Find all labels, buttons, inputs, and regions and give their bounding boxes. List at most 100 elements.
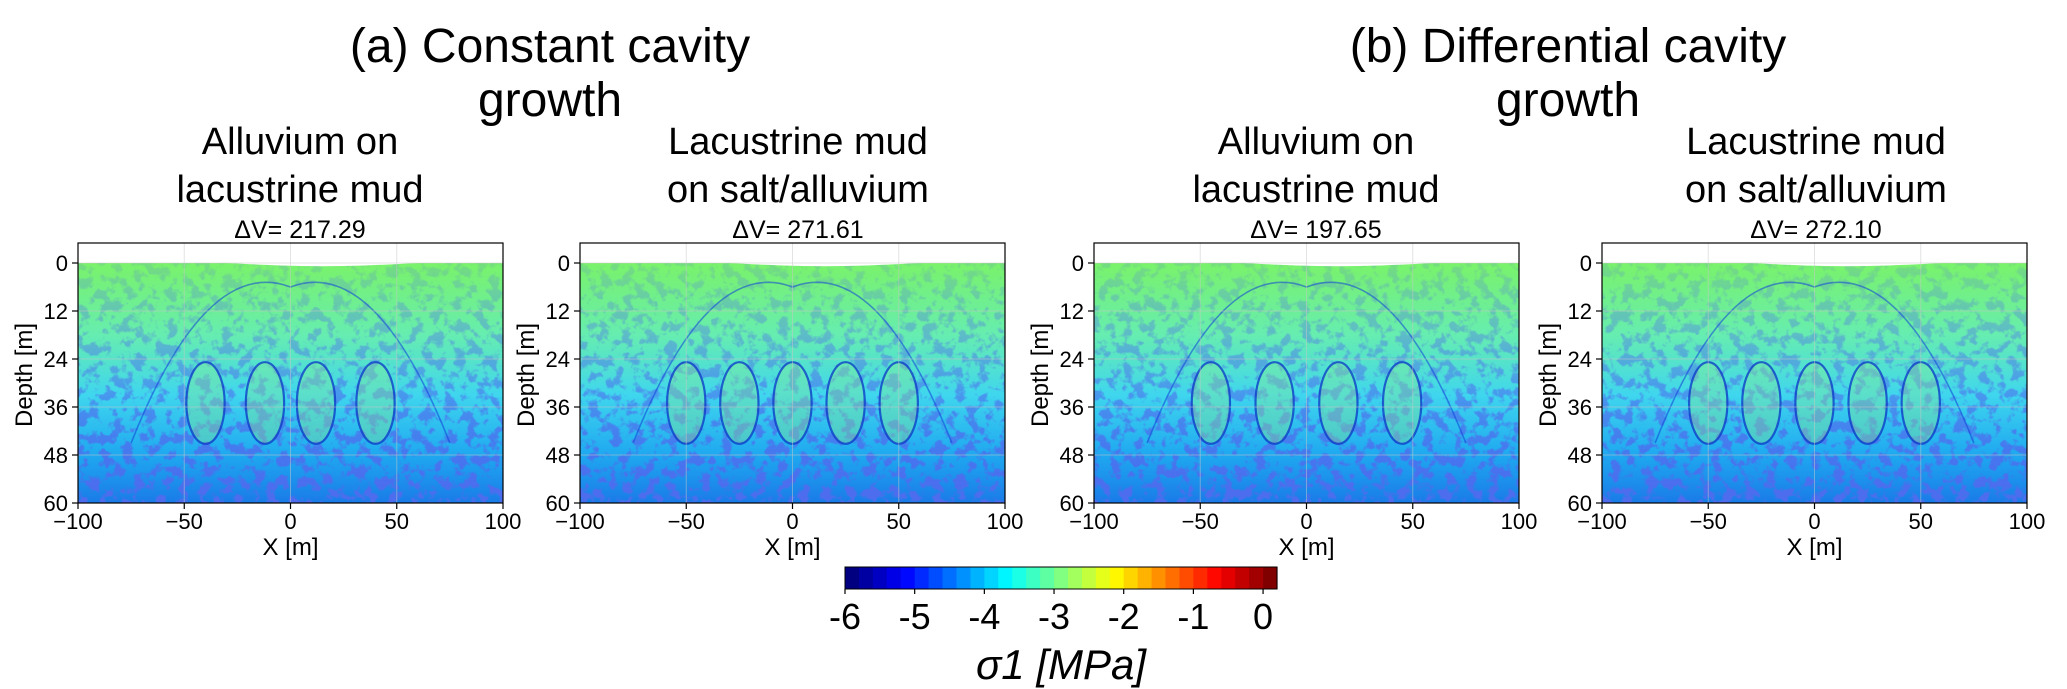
panel-2-xtick-label: 50 xyxy=(887,509,911,534)
colorbar-frame xyxy=(844,566,1278,590)
panel-1-xlabel: X [m] xyxy=(262,534,318,561)
panel-3-dv: ΔV= 197.65 xyxy=(1250,216,1382,244)
panel-4-title: Lacustrine mud on salt/alluvium xyxy=(1685,121,1947,211)
colorbar-tick-label: -1 xyxy=(1177,596,1209,637)
panel-2-ytick-label: 60 xyxy=(546,491,570,516)
panel-4-ytick-label: 24 xyxy=(1568,347,1592,372)
panel-2-ylabel: Depth [m] xyxy=(513,323,540,427)
panel-3-ylabel: Depth [m] xyxy=(1027,323,1054,427)
colorbar-band xyxy=(845,567,860,589)
panel-1-ytick-label: 36 xyxy=(44,395,68,420)
colorbar-band xyxy=(1109,567,1125,589)
panel-1-cavity-4 xyxy=(355,361,396,445)
panel-2-ytick-label: 12 xyxy=(546,299,570,324)
colorbar-tick-label: -4 xyxy=(968,596,1000,637)
colorbar-tick-label: -2 xyxy=(1108,596,1140,637)
panel-1-ytick-label: 48 xyxy=(44,443,68,468)
colorbar-band xyxy=(1151,567,1167,589)
panel-1-xtick-label: 100 xyxy=(485,509,522,534)
group-title-b: (b) Differential cavity growth xyxy=(1349,20,1787,127)
panel-3-cavity-3 xyxy=(1318,361,1359,445)
panel-3-xtick-label: −50 xyxy=(1182,509,1219,534)
colorbar-band xyxy=(1026,567,1041,589)
panel-3-ytick-label: 12 xyxy=(1060,299,1084,324)
panel-2-dv: ΔV= 271.61 xyxy=(732,216,864,244)
panel-1-cavity-3 xyxy=(295,361,337,445)
colorbar-band xyxy=(998,567,1013,589)
panel-2-xtick-label: 0 xyxy=(786,509,798,534)
colorbar-label: σ1 [MPa] xyxy=(976,641,1147,688)
panel-2-ytick-label: 48 xyxy=(546,443,570,468)
panel-1-ytick-label: 12 xyxy=(44,299,68,324)
panel-4-ytick-label: 12 xyxy=(1568,299,1592,324)
panel-3-xtick-label: −100 xyxy=(1069,509,1119,534)
panel-3-ytick-label: 24 xyxy=(1060,347,1084,372)
panel-2-xlabel: X [m] xyxy=(764,534,820,561)
panel-4-xtick-label: 50 xyxy=(1909,509,1933,534)
colorbar-band xyxy=(970,567,985,589)
panel-4-xlabel: X [m] xyxy=(1786,534,1842,561)
colorbar-band xyxy=(1081,567,1097,589)
panel-4-ytick-label: 36 xyxy=(1568,395,1592,420)
panel-3-xtick-label: 0 xyxy=(1300,509,1312,534)
colorbar-band xyxy=(872,567,888,589)
panel-3-title: Alluvium on lacustrine mud xyxy=(1192,121,1440,211)
panel-1-ytick-label: 24 xyxy=(44,347,68,372)
panel-3-ytick-label: 48 xyxy=(1060,443,1084,468)
panel-4-xtick-label: 100 xyxy=(2009,509,2046,534)
colorbar-band xyxy=(1123,567,1139,589)
panel-1: −100 −50 0 50 100 0 12 24 36 48 60 X [m] Depth [m] xyxy=(11,242,522,561)
panel-1-ytick-label: 60 xyxy=(44,491,68,516)
panel-3-xtick-label: 100 xyxy=(1501,509,1538,534)
colorbar-band xyxy=(1095,567,1111,589)
panel-3-cavity-4 xyxy=(1381,361,1423,445)
colorbar-tick-label: -3 xyxy=(1038,596,1070,637)
colorbar-band xyxy=(1249,567,1264,589)
panel-2-stress-field xyxy=(580,263,1005,503)
panel-4-xtick-label: −100 xyxy=(1577,509,1627,534)
colorbar-band xyxy=(886,567,902,589)
panel-4-ytick-label: 60 xyxy=(1568,491,1592,516)
panel-2-cavity-2 xyxy=(719,361,760,445)
colorbar-band xyxy=(1193,567,1208,589)
panel-2-xtick-label: 100 xyxy=(987,509,1024,534)
colorbar-band xyxy=(1012,567,1027,589)
panel-3-xlabel: X [m] xyxy=(1278,534,1334,561)
group-title-a: (a) Constant cavity growth xyxy=(349,20,751,127)
panel-4-cavity-4 xyxy=(1847,361,1888,445)
colorbar-band xyxy=(1040,567,1055,589)
colorbar-band xyxy=(914,567,930,589)
panel-2-xtick-label: −100 xyxy=(555,509,605,534)
panel-1-title: Alluvium on lacustrine mud xyxy=(176,121,424,211)
panel-4-xtick-label: 0 xyxy=(1808,509,1820,534)
panel-2: −100 −50 0 50 100 0 12 24 36 48 60 X [m] Depth [m] xyxy=(513,242,1024,561)
panel-2-cavity-4 xyxy=(825,361,866,445)
colorbar-tick-label: -5 xyxy=(899,596,931,637)
panel-1-dv: ΔV= 217.29 xyxy=(234,216,366,244)
panel-1-xtick-label: −50 xyxy=(166,509,203,534)
panel-2-ytick-label: 0 xyxy=(558,251,570,276)
colorbar-band xyxy=(928,567,944,589)
panel-2-xtick-label: −50 xyxy=(668,509,705,534)
panel-1-cavity-1 xyxy=(185,361,226,445)
panel-3-ytick-label: 36 xyxy=(1060,395,1084,420)
panel-4-ylabel: Depth [m] xyxy=(1535,323,1562,427)
colorbar-band xyxy=(1207,567,1222,589)
colorbar-band xyxy=(1165,567,1181,589)
colorbar-band xyxy=(1263,567,1278,589)
colorbar-band xyxy=(1221,567,1236,589)
panel-2-title: Lacustrine mud on salt/alluvium xyxy=(667,121,929,211)
panel-3-cavity-2 xyxy=(1254,361,1295,445)
colorbar-band xyxy=(1235,567,1250,589)
colorbar: -6 -5 -4 -3 -2 -1 0 σ1 [MPa] xyxy=(829,566,1278,688)
panel-1-xtick-label: −100 xyxy=(53,509,103,534)
panel-1-xtick-label: 0 xyxy=(284,509,296,534)
colorbar-band xyxy=(1137,567,1153,589)
panel-4: −100 −50 0 50 100 0 12 24 36 48 60 X [m] Depth [m] xyxy=(1535,242,2046,561)
panel-3-ytick-label: 60 xyxy=(1060,491,1084,516)
panel-4-ytick-label: 0 xyxy=(1580,251,1592,276)
colorbar-tick-label: 0 xyxy=(1253,596,1273,637)
panel-3-ytick-label: 0 xyxy=(1072,251,1084,276)
